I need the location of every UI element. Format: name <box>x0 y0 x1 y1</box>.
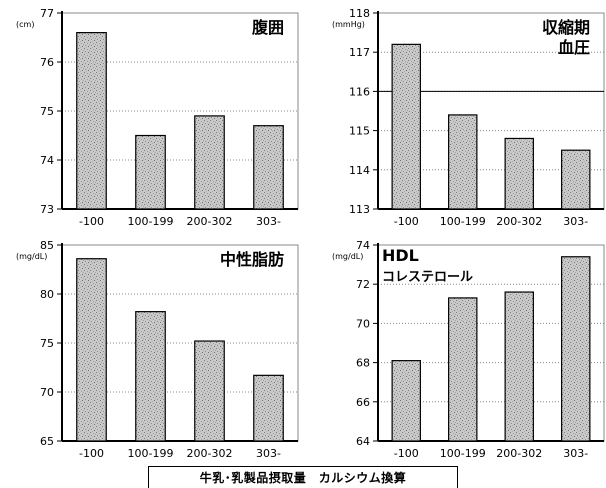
chart-panel-3: 65 70 75 80 85(mg/dL) -100 100-199 200-302 303- 中… <box>16 239 299 460</box>
chart-panel-4: 64 66 68 70 72 74(mg/dL) -100 100-199 200-302 303… <box>332 239 605 460</box>
chart-panel-1: 73 74 75 76 77 (cm) -100 100-199 200-302 303- 腹囲 <box>16 7 299 228</box>
y-tick-label: 70 <box>40 386 54 399</box>
chart-title: 中性脂肪 <box>220 250 284 269</box>
bar-100-199 <box>135 134 166 210</box>
chart-title: コレステロール <box>382 270 473 285</box>
y-tick-label: 70 <box>356 317 370 330</box>
x-tick-label: 100-199 <box>128 447 174 460</box>
y-tick-label: 75 <box>40 337 54 350</box>
x-tick-label: -100 <box>394 215 419 228</box>
y-tick-label: 74 <box>40 154 54 167</box>
bar-100-199 <box>135 311 166 442</box>
bar-100-199 <box>448 297 478 442</box>
y-tick-label: 113 <box>349 203 370 216</box>
bar--100 <box>391 43 421 210</box>
y-tick-label: 77 <box>40 7 54 20</box>
x-axis-caption: 牛乳･乳製品摂取量 カルシウム換算 <box>148 466 458 488</box>
x-tick-label: 100-199 <box>128 215 174 228</box>
y-tick-label: 74 <box>356 239 370 252</box>
y-tick-label: 85 <box>40 239 54 252</box>
bar-100-199 <box>448 114 478 210</box>
bar--100 <box>76 31 107 210</box>
bar-303- <box>561 256 591 442</box>
y-tick-label: 115 <box>349 125 370 138</box>
chart-title: 収縮期 <box>542 18 590 37</box>
bar--100 <box>391 360 421 442</box>
x-tick-label: 303- <box>256 215 281 228</box>
y-tick-label: 114 <box>349 164 370 177</box>
x-tick-label: 200-302 <box>187 215 233 228</box>
bar-200-302 <box>504 291 534 442</box>
x-tick-label: -100 <box>394 447 419 460</box>
chart-title: 腹囲 <box>252 18 284 37</box>
x-tick-label: 303- <box>256 447 281 460</box>
bar-303- <box>253 374 284 442</box>
bar-303- <box>561 149 591 210</box>
bar-303- <box>253 125 284 210</box>
y-tick-label: 117 <box>349 46 370 59</box>
x-tick-label: 100-199 <box>440 447 486 460</box>
y-tick-label: 66 <box>356 396 370 409</box>
charts-svg: 73 74 75 76 77 (cm) -100 100-199 200-302 303- 腹囲 11… <box>16 7 605 460</box>
x-tick-label: -100 <box>79 215 104 228</box>
x-tick-label: 303- <box>563 447 588 460</box>
chart-title: HDL <box>382 246 419 265</box>
bar-200-302 <box>194 115 225 210</box>
y-tick-label: 68 <box>356 357 370 370</box>
x-tick-label: 200-302 <box>187 447 233 460</box>
y-tick-label: 116 <box>349 85 370 98</box>
chart-title: 血圧 <box>558 38 590 57</box>
x-tick-label: 303- <box>563 215 588 228</box>
y-tick-label: 73 <box>40 203 54 216</box>
bar--100 <box>76 258 107 442</box>
y-tick-label: 72 <box>356 278 370 291</box>
y-tick-label: 65 <box>40 435 54 448</box>
y-tick-label: 118 <box>349 7 370 20</box>
unit-label: (mmHg) <box>332 20 365 29</box>
unit-label: (mg/dL) <box>16 252 47 261</box>
y-tick-label: 75 <box>40 105 54 118</box>
x-tick-label: 200-302 <box>496 447 542 460</box>
x-tick-label: -100 <box>79 447 104 460</box>
unit-label: (cm) <box>16 20 34 29</box>
y-tick-label: 80 <box>40 288 54 301</box>
bar-200-302 <box>194 340 225 442</box>
chart-panel-2: 113 114 115 116 117 118(mmHg) -100 100-199 200-3… <box>332 7 605 228</box>
y-tick-label: 76 <box>40 56 54 69</box>
y-tick-label: 64 <box>356 435 370 448</box>
unit-label: (mg/dL) <box>332 252 363 261</box>
x-tick-label: 200-302 <box>496 215 542 228</box>
x-tick-label: 100-199 <box>440 215 486 228</box>
bar-200-302 <box>504 137 534 210</box>
